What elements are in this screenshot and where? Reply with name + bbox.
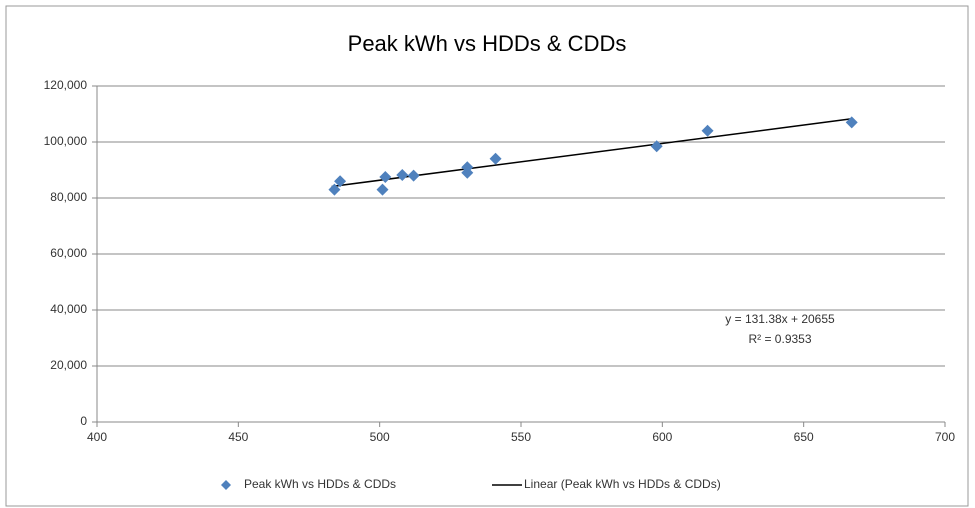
chart-title: Peak kWh vs HDDs & CDDs [348,31,627,56]
y-tick-label: 20,000 [50,358,87,372]
x-tick-label: 650 [794,430,814,444]
y-tick-label: 0 [80,414,87,428]
data-point [489,152,502,165]
y-tick-label: 60,000 [50,246,87,260]
x-tick-label: 700 [935,430,955,444]
y-tick-label: 40,000 [50,302,87,316]
data-point [376,183,389,196]
data-point [328,183,341,196]
y-tick-label: 120,000 [44,78,88,92]
data-point [650,140,663,153]
data-point [396,169,409,182]
x-tick-label: 500 [370,430,390,444]
data-point [845,116,858,129]
data-point [407,169,420,182]
data-point [379,171,392,183]
annotation: R² = 0.9353 [748,332,811,346]
data-point [701,124,714,137]
legend-marker [221,480,231,490]
y-tick-label: 80,000 [50,190,87,204]
legend-label: Linear (Peak kWh vs HDDs & CDDs) [524,477,721,491]
x-tick-label: 550 [511,430,531,444]
x-tick-label: 450 [228,430,248,444]
x-tick-label: 600 [652,430,672,444]
data-point [334,175,347,188]
annotation: y = 131.38x + 20655 [725,312,835,326]
data-point [461,161,474,174]
y-tick-label: 100,000 [44,134,88,148]
x-tick-label: 400 [87,430,107,444]
chart-border [5,5,969,507]
legend-label: Peak kWh vs HDDs & CDDs [244,477,396,491]
